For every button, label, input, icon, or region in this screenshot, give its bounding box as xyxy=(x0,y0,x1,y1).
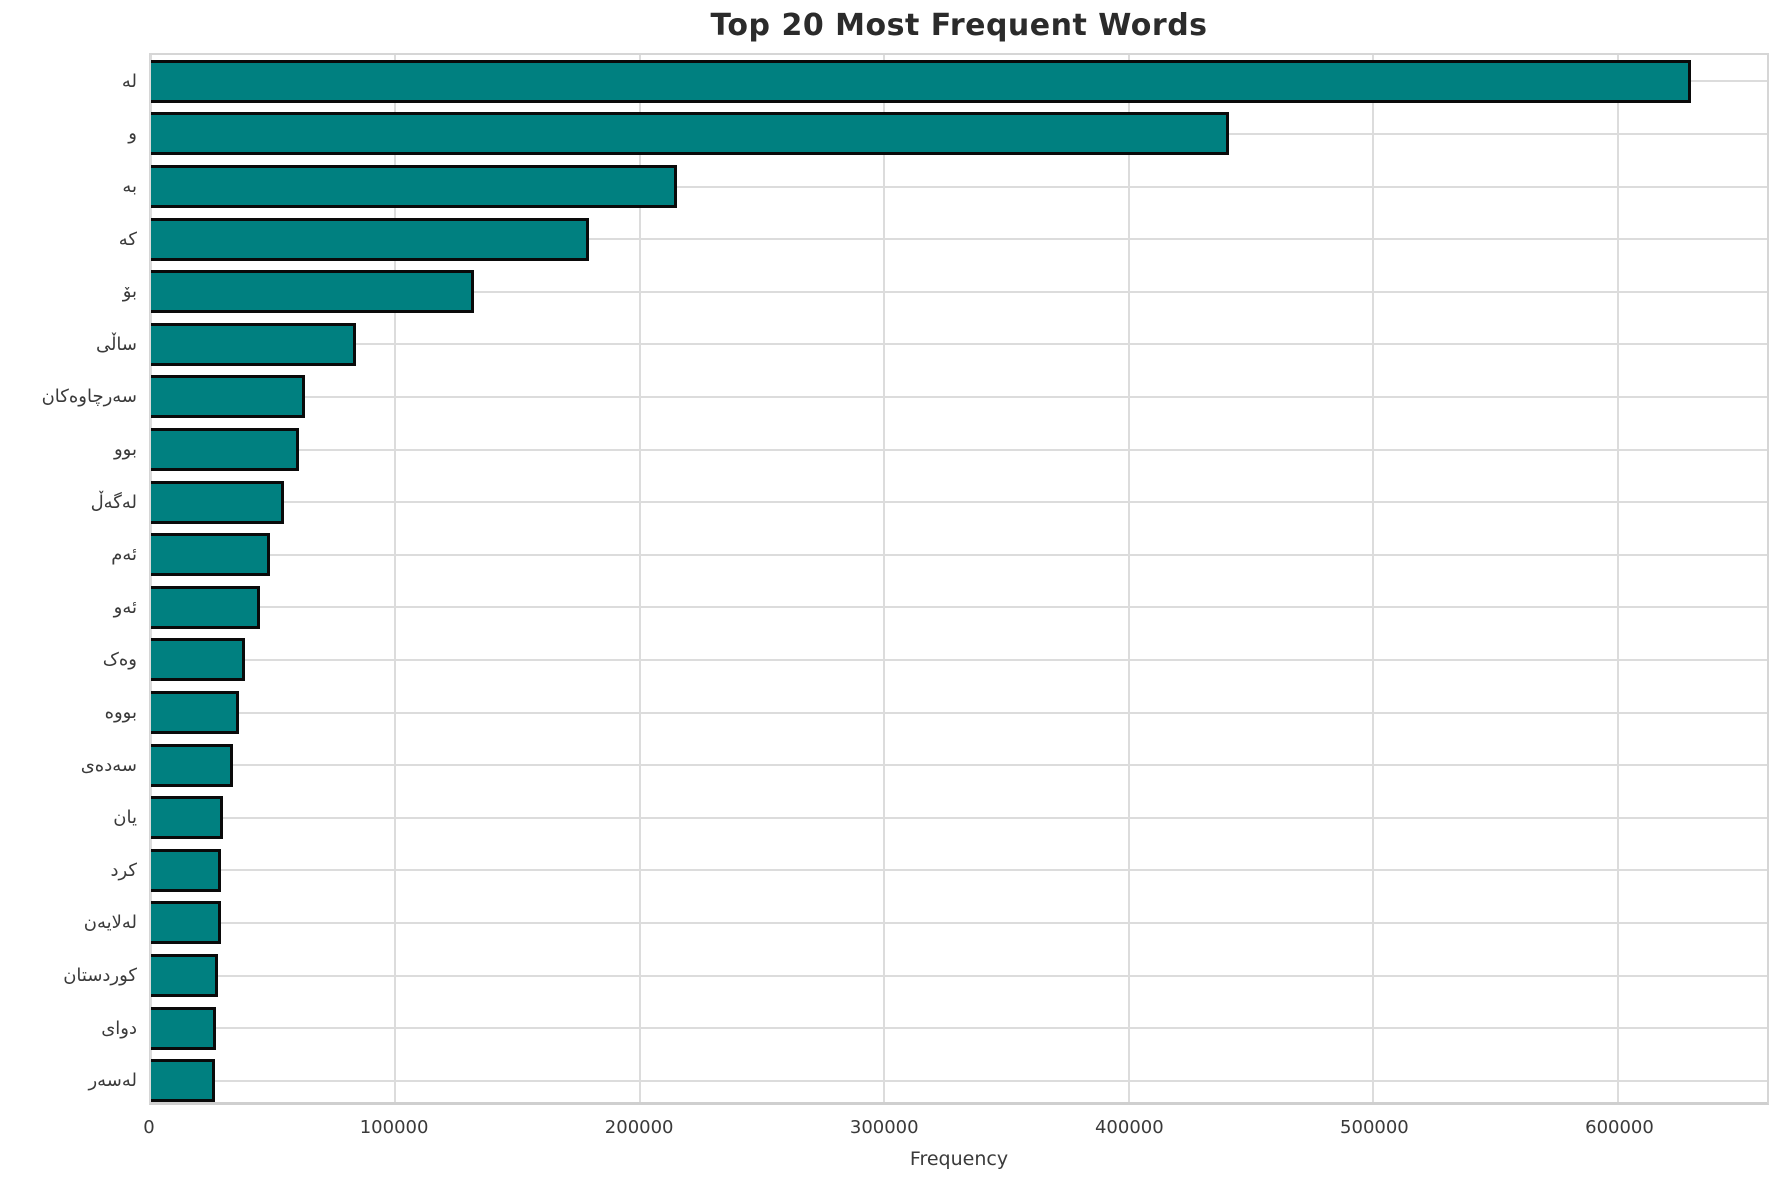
y-gridline xyxy=(151,448,1767,451)
bar xyxy=(151,796,223,840)
plot-area: لە و بە کە بۆ ساڵی سەرچاوەکان بوو لەگەڵ ئەم ئەو وەک… xyxy=(42,53,1769,1107)
bar-row: ساڵی xyxy=(96,318,1767,371)
y-tick-label: کوردستان xyxy=(63,964,137,986)
y-gridline xyxy=(151,553,1767,556)
x-gridline xyxy=(1616,55,1619,1102)
bar xyxy=(151,480,284,524)
bar xyxy=(151,953,218,998)
y-gridline xyxy=(151,658,1767,661)
bar xyxy=(151,59,1692,103)
y-tick-label: کرد xyxy=(110,859,137,881)
bar xyxy=(151,375,306,419)
bar xyxy=(151,322,357,366)
bar-row: کوردستان xyxy=(63,949,1767,1002)
bar-row: لەسەر xyxy=(88,1054,1767,1107)
bar xyxy=(151,848,222,892)
bar-row: یان xyxy=(113,791,1767,844)
x-tick-label: 400000 xyxy=(1094,1117,1164,1138)
bar xyxy=(151,270,474,314)
bar-row: لەگەڵ xyxy=(91,476,1767,529)
x-tick-label: 600000 xyxy=(1585,1117,1654,1138)
bar-row: لە xyxy=(122,55,1767,108)
bar-row: و xyxy=(128,108,1767,161)
y-tick-label: دوای xyxy=(101,1017,137,1039)
bar-row: بە xyxy=(122,160,1767,213)
x-axis-label: Frequency xyxy=(909,1148,1009,1170)
bar xyxy=(151,1006,217,1050)
y-tick-label: ساڵی xyxy=(95,333,137,355)
y-gridline xyxy=(151,764,1767,767)
x-tick-label: 0 xyxy=(143,1117,155,1138)
bar-row: کرد xyxy=(110,844,1767,897)
y-tick-label: بۆ xyxy=(122,281,137,303)
y-tick-label: بووە xyxy=(104,701,137,723)
y-tick-label: بوو xyxy=(113,438,137,460)
bar xyxy=(151,585,261,629)
y-gridline xyxy=(151,395,1767,398)
y-gridline xyxy=(151,1027,1767,1030)
y-tick-label: بە xyxy=(122,175,137,197)
bar xyxy=(151,112,1230,156)
x-tick-label: 500000 xyxy=(1340,1117,1409,1138)
bar xyxy=(151,1059,216,1103)
bar xyxy=(151,690,239,735)
y-gridline xyxy=(151,816,1767,819)
bar-row: لەلایەن xyxy=(84,897,1767,950)
bar-row: ئەم xyxy=(111,528,1767,581)
x-gridline xyxy=(394,55,397,1102)
y-tick-label: وەک xyxy=(102,649,137,671)
x-tick-label: 300000 xyxy=(849,1117,919,1138)
bar xyxy=(151,638,245,682)
bar-row: بۆ xyxy=(123,265,1767,318)
y-tick-label: کە xyxy=(118,228,137,250)
bar xyxy=(151,427,299,472)
y-gridline xyxy=(151,185,1767,188)
bar-row: دوای xyxy=(101,1002,1767,1055)
y-gridline xyxy=(151,343,1767,346)
bar xyxy=(151,901,222,945)
x-gridline xyxy=(883,55,886,1102)
chart-title: Top 20 Most Frequent Words xyxy=(710,8,1208,43)
y-gridline xyxy=(151,606,1767,609)
x-tick-label: 200000 xyxy=(604,1117,674,1138)
y-tick-label: ئەو xyxy=(113,596,137,618)
y-tick-label: ئەم xyxy=(111,544,137,566)
y-tick-label: لە xyxy=(121,70,137,92)
y-gridline xyxy=(151,711,1767,714)
y-tick-label: لەگەڵ xyxy=(90,491,137,513)
bar-row: سەرچاوەکان xyxy=(42,371,1767,424)
bar xyxy=(151,217,589,261)
bar xyxy=(151,743,234,787)
y-gridline xyxy=(151,921,1767,924)
bar xyxy=(151,533,271,577)
x-gridline xyxy=(150,55,152,1102)
x-gridline xyxy=(1372,55,1375,1102)
y-tick-label: لەسەر xyxy=(88,1070,137,1092)
y-tick-label: سەدەی xyxy=(80,754,137,776)
bar-row: ئەو xyxy=(114,581,1767,634)
bar-row: وەک xyxy=(103,634,1767,687)
x-gridline xyxy=(1127,55,1130,1102)
bar-row: کە xyxy=(119,213,1767,266)
y-tick-label: یان xyxy=(113,807,137,829)
y-tick-label: و xyxy=(128,123,137,145)
x-gridline xyxy=(638,55,641,1102)
bar-row: بوو xyxy=(114,423,1767,476)
bar xyxy=(151,164,677,209)
y-gridline xyxy=(151,501,1767,504)
y-gridline xyxy=(151,290,1767,293)
y-gridline xyxy=(151,869,1767,872)
y-tick-label: سەرچاوەکان xyxy=(41,386,137,408)
y-gridline xyxy=(151,238,1767,241)
y-gridline xyxy=(151,974,1767,977)
bar-row: سەدەی xyxy=(81,739,1767,792)
y-gridline xyxy=(151,1079,1767,1082)
bar-row: بووە xyxy=(105,686,1767,739)
x-tick-label: 100000 xyxy=(359,1117,429,1138)
y-tick-label: لەلایەن xyxy=(83,912,137,934)
